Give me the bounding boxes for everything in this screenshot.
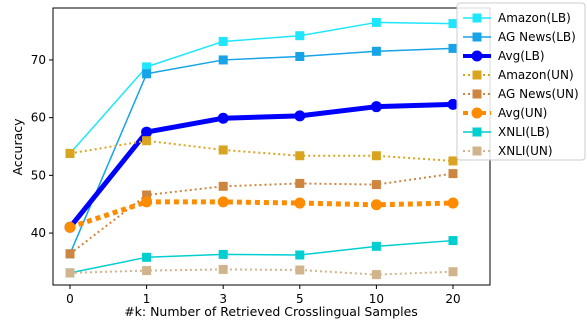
y-ticks: 40 50 60 70 (31, 53, 53, 240)
legend-label: AG News(UN) (498, 87, 579, 101)
data-point (371, 17, 381, 27)
series-line (68, 101, 454, 229)
data-point (295, 250, 305, 260)
legend-item-avg-un: Avg(UN) (463, 106, 547, 120)
data-point (218, 249, 228, 259)
data-point (142, 266, 152, 276)
legend-item-xnli-lb: XNLI(LB) (463, 125, 550, 139)
data-point (370, 101, 382, 113)
legend-marker (472, 127, 482, 137)
series-line (69, 139, 454, 162)
series-xnli-un (65, 264, 458, 280)
legend-item-xnli-un: XNLI(UN) (463, 144, 553, 158)
data-point (142, 252, 152, 262)
x-tick-label: 3 (219, 292, 227, 306)
data-point (371, 46, 381, 56)
data-point (448, 19, 458, 29)
data-point (141, 126, 153, 138)
data-point (448, 169, 458, 179)
data-point (294, 110, 306, 122)
x-tick-label: 20 (445, 292, 460, 306)
data-point (217, 196, 229, 208)
y-tick-label: 70 (31, 53, 46, 67)
data-point (218, 36, 228, 46)
x-tick-label: 10 (369, 292, 384, 306)
data-point (142, 136, 152, 146)
y-axis-title: Accuracy (10, 118, 25, 176)
legend-item-avg-lb: Avg(LB) (463, 49, 545, 63)
data-point (295, 51, 305, 61)
data-point (141, 196, 153, 208)
legend-label: Amazon(UN) (498, 68, 574, 82)
data-point (370, 199, 382, 211)
data-point (218, 145, 228, 155)
y-tick-label: 50 (31, 168, 46, 182)
legend-label: XNLI(LB) (498, 125, 550, 139)
y-tick-label: 40 (31, 226, 46, 240)
data-point (64, 221, 76, 233)
legend-item-ag-news-lb: AG News(LB) (463, 30, 576, 44)
data-point (448, 156, 458, 166)
series-amazon-un (65, 136, 458, 166)
legend-label: Amazon(LB) (498, 11, 571, 25)
legend-label: XNLI(UN) (498, 144, 553, 158)
data-point (448, 236, 458, 246)
x-tick-label: 5 (296, 292, 304, 306)
series-xnli-lb (65, 236, 458, 278)
legend-marker (472, 146, 482, 156)
data-point (295, 151, 305, 161)
legend-label: Avg(LB) (498, 49, 545, 63)
series-line (69, 21, 454, 154)
data-point (448, 43, 458, 53)
data-point (65, 148, 75, 158)
data-point (295, 265, 305, 275)
series-line (69, 239, 454, 274)
data-point (142, 69, 152, 79)
data-point (371, 270, 381, 280)
legend-item-ag-news-un: AG News(UN) (463, 87, 579, 101)
x-ticks: 0 1 3 5 10 20 (66, 285, 461, 306)
data-point (371, 241, 381, 251)
x-axis-title: #k: Number of Retrieved Crosslingual Sam… (124, 304, 418, 319)
legend-marker (472, 70, 482, 80)
data-point (295, 178, 305, 188)
legend-marker (472, 32, 482, 42)
legend-item-amazon-lb: Amazon(LB) (463, 11, 571, 25)
legend: Amazon(LB) AG News(LB) Avg(LB) Amazon(UN) AG… (456, 2, 586, 161)
data-point (447, 197, 459, 209)
legend-marker (471, 50, 483, 62)
data-point (65, 268, 75, 278)
series-line (69, 47, 454, 255)
legend-label: Avg(UN) (498, 106, 547, 120)
series-layer (64, 17, 459, 280)
y-tick-label: 60 (31, 111, 46, 125)
x-tick-label: 1 (143, 292, 151, 306)
data-point (218, 264, 228, 274)
data-point (448, 267, 458, 277)
legend-marker (472, 13, 482, 23)
legend-label: AG News(LB) (498, 30, 576, 44)
legend-item-amazon-un: Amazon(UN) (463, 68, 574, 82)
legend-marker (472, 89, 482, 99)
data-point (371, 180, 381, 190)
legend-marker (471, 107, 483, 119)
data-point (217, 112, 229, 124)
series-line (69, 199, 454, 230)
plot-area (52, 7, 491, 286)
data-point (218, 181, 228, 191)
series-avg-un (64, 196, 459, 233)
x-tick-label: 0 (66, 292, 74, 306)
data-point (294, 197, 306, 209)
data-point (371, 151, 381, 161)
legend-frame (456, 2, 586, 161)
series-line (69, 268, 454, 276)
data-point (65, 249, 75, 259)
data-point (295, 31, 305, 41)
data-point (218, 55, 228, 65)
